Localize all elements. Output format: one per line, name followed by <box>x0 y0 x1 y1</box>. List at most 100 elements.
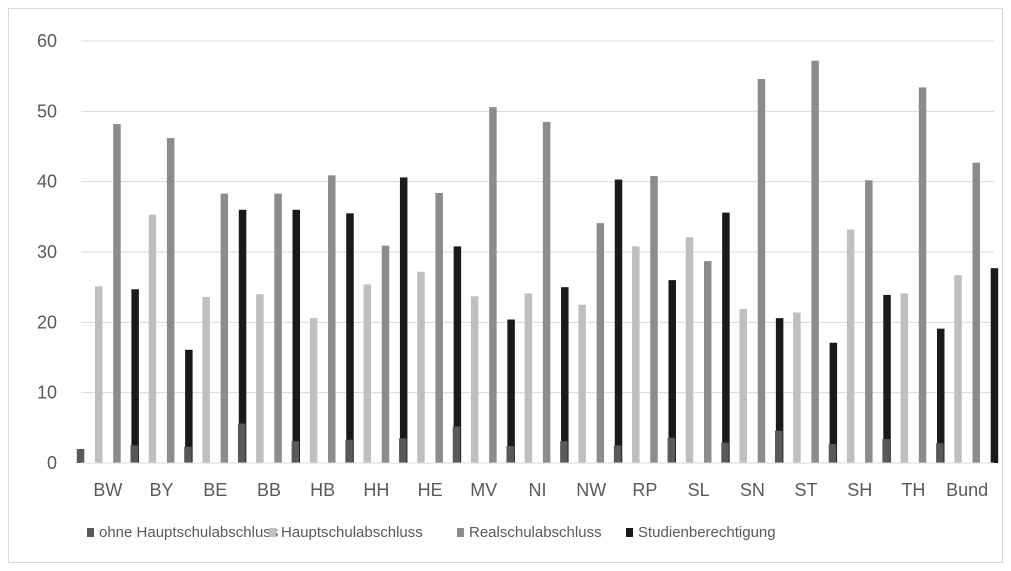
legend: ohne Hauptschulabschluss Hauptschulabschl… <box>87 524 776 541</box>
bar-bb-series-0 <box>237 423 246 463</box>
bar-st-series-0 <box>774 430 783 463</box>
bar-bund-series-2 <box>972 162 980 463</box>
bar-ni-series-0 <box>506 446 514 463</box>
y-tick-label: 0 <box>47 453 57 473</box>
bar-bund-series-0 <box>936 443 944 463</box>
bar-nw-series-0 <box>560 441 568 463</box>
bar-bw-series-1 <box>95 286 103 463</box>
bar-bw-series-3 <box>131 289 139 463</box>
bar-rp-series-1 <box>632 246 640 463</box>
bar-sn-series-3 <box>775 318 784 463</box>
bar-be-series-1 <box>202 297 210 463</box>
bars <box>76 60 999 464</box>
bar-bund-series-3 <box>990 268 999 463</box>
bar-he-series-0 <box>399 438 407 463</box>
y-tick-label: 50 <box>37 101 57 121</box>
bar-hb-series-0 <box>291 441 300 463</box>
x-tick-label: HH <box>363 480 389 500</box>
bar-by-series-1 <box>148 214 157 463</box>
x-tick-label: RP <box>632 480 657 500</box>
x-tick-label: TH <box>901 480 925 500</box>
x-tick-label: HB <box>310 480 335 500</box>
bar-sl-series-1 <box>685 237 694 463</box>
bar-sl-series-3 <box>722 212 730 463</box>
bar-ni-series-2 <box>542 121 551 463</box>
bar-st-series-1 <box>793 312 801 463</box>
legend-label: Studienberechtigung <box>638 524 776 541</box>
bar-nw-series-3 <box>614 179 623 463</box>
bar-sl-series-0 <box>667 437 676 463</box>
bar-by-series-3 <box>185 349 193 463</box>
bar-by-series-0 <box>130 445 139 463</box>
bar-sl-series-2 <box>703 261 712 463</box>
bar-st-series-3 <box>829 342 838 463</box>
y-tick-label: 60 <box>37 31 57 51</box>
x-tick-label: Bund <box>946 480 988 500</box>
bar-mv-series-0 <box>452 426 461 463</box>
bar-he-series-2 <box>435 192 443 464</box>
y-tick-label: 40 <box>37 172 57 192</box>
legend-swatch <box>626 528 633 537</box>
bar-sh-series-3 <box>883 294 891 463</box>
bar-hh-series-3 <box>399 177 408 464</box>
bar-hh-series-2 <box>381 245 390 463</box>
bar-bund-series-1 <box>954 275 962 463</box>
bar-bw-series-2 <box>113 123 121 463</box>
bar-mv-series-3 <box>507 319 515 463</box>
x-tick-label: BE <box>203 480 227 500</box>
bar-nw-series-2 <box>596 223 605 463</box>
x-tick-label: HE <box>418 480 443 500</box>
x-tick-label: ST <box>795 480 818 500</box>
bar-by-series-2 <box>166 138 175 463</box>
y-tick-label: 10 <box>37 383 57 403</box>
bar-bb-series-2 <box>274 193 282 463</box>
bar-be-series-2 <box>220 193 229 463</box>
bar-be-series-0 <box>184 446 192 463</box>
bar-hb-series-1 <box>309 318 318 463</box>
bar-st-series-2 <box>811 60 819 464</box>
x-tick-label: SN <box>740 480 765 500</box>
bar-bw-series-0 <box>76 448 85 463</box>
bar-th-series-0 <box>882 439 890 463</box>
bar-mv-series-2 <box>489 107 497 463</box>
legend-label: Hauptschulabschluss <box>281 524 423 541</box>
chart-frame: 0 10 20 30 40 50 60 BW BY BE BB HB HH HE MV NI NW RP SL SN… <box>8 8 1003 563</box>
bar-he-series-1 <box>417 271 425 463</box>
bar-he-series-3 <box>453 246 462 463</box>
bar-hb-series-3 <box>346 213 354 463</box>
bar-sn-series-0 <box>721 442 729 463</box>
bar-chart: 0 10 20 30 40 50 60 BW BY BE BB HB HH HE MV NI NW RP SL SN… <box>37 31 999 541</box>
x-tick-label: BB <box>257 480 281 500</box>
bar-ni-series-1 <box>524 293 533 463</box>
legend-swatch <box>269 528 276 537</box>
bar-rp-series-0 <box>613 445 622 463</box>
x-tick-label: SL <box>688 480 710 500</box>
bar-th-series-2 <box>918 87 927 464</box>
gridlines <box>81 40 994 394</box>
x-tick-label: BY <box>150 480 174 500</box>
x-tick-label: NI <box>529 480 547 500</box>
x-tick-label: BW <box>93 480 122 500</box>
bar-be-series-3 <box>238 209 247 463</box>
bar-hh-series-0 <box>345 439 353 463</box>
x-tick-label: MV <box>470 480 497 500</box>
legend-label: ohne Hauptschulabschluss <box>99 524 278 541</box>
legend-swatch <box>457 528 464 537</box>
bar-nw-series-1 <box>578 304 586 463</box>
bar-sh-series-0 <box>828 444 837 463</box>
bar-sh-series-1 <box>846 229 855 463</box>
bar-th-series-3 <box>936 328 945 463</box>
bar-sn-series-2 <box>757 78 766 463</box>
x-tick-label: NW <box>576 480 606 500</box>
y-tick-label: 30 <box>37 242 57 262</box>
bar-hh-series-1 <box>363 284 372 463</box>
bar-mv-series-1 <box>470 296 479 463</box>
bar-ni-series-3 <box>561 287 569 463</box>
x-tick-label: SH <box>847 480 872 500</box>
y-axis-ticks: 0 10 20 30 40 50 60 <box>37 31 57 473</box>
bar-rp-series-3 <box>668 280 676 463</box>
bar-bb-series-3 <box>292 209 301 463</box>
legend-swatch <box>87 528 94 537</box>
legend-label: Realschulabschluss <box>469 524 602 541</box>
bar-rp-series-2 <box>650 176 658 464</box>
